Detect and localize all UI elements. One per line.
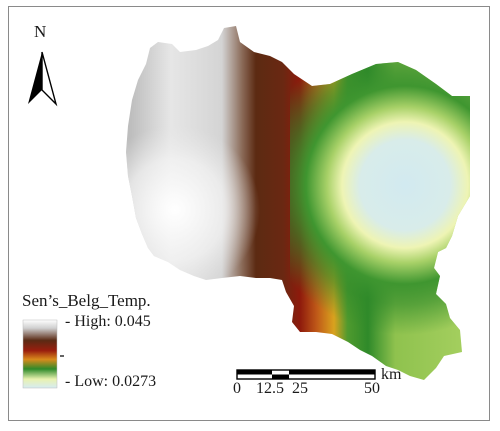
north-arrow-icon	[28, 51, 58, 107]
scale-tick-0: 0	[233, 380, 241, 397]
scale-tick-50: 50	[364, 380, 380, 397]
north-letter: N	[34, 22, 47, 41]
study-region	[126, 26, 470, 380]
legend-title: Sen’s_Belg_Temp.	[22, 291, 151, 310]
scale-tick-25: 25	[292, 380, 308, 397]
legend-high-label: - High: 0.045	[65, 313, 151, 330]
scale-unit: km	[381, 366, 402, 383]
scale-tick-12-5: 12.5	[256, 380, 284, 397]
legend-color-ramp	[22, 319, 58, 389]
scale-bar	[236, 369, 376, 380]
legend-low-label: - Low: 0.0273	[65, 373, 157, 390]
